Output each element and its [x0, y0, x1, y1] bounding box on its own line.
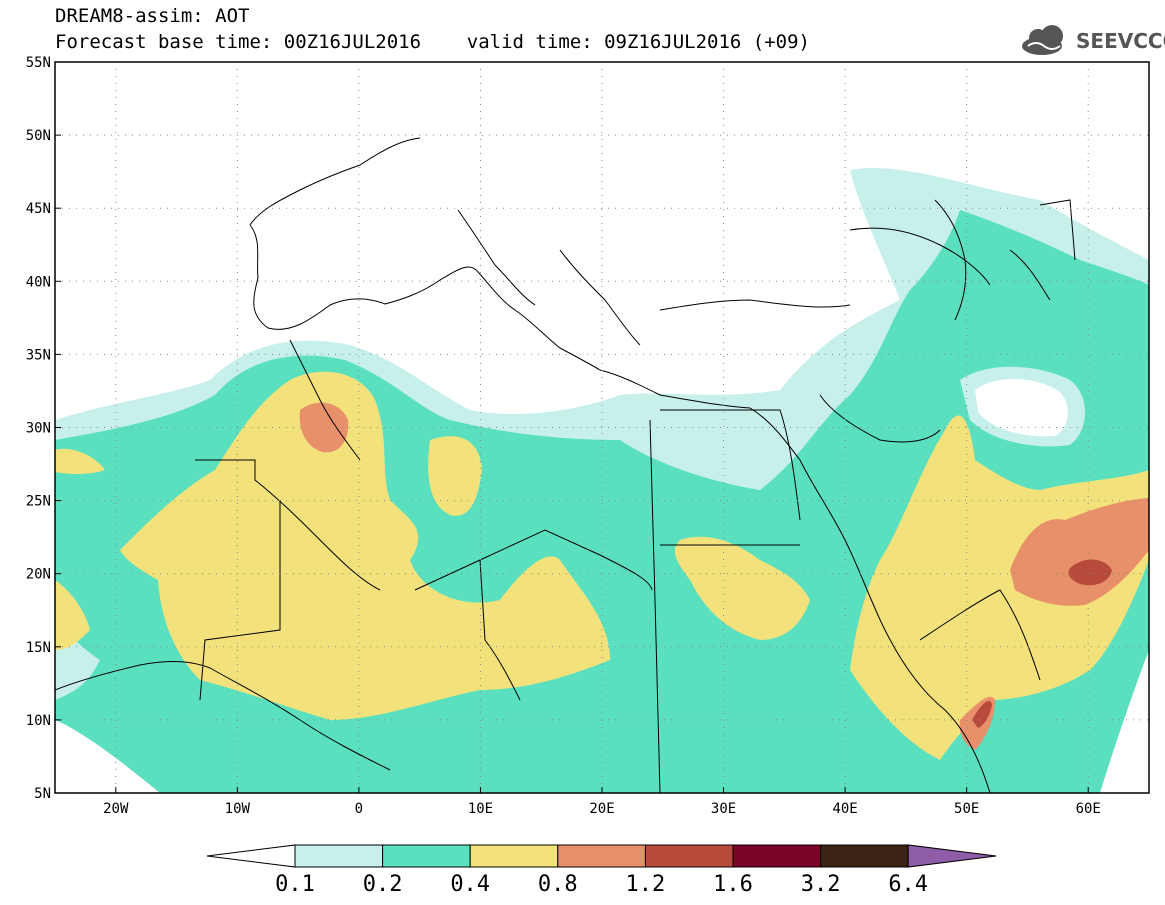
lon-tick-label: 60E: [1076, 801, 1101, 817]
colorbar-segment: [820, 844, 909, 868]
lat-tick-label: 45N: [26, 201, 51, 217]
lon-tick-label: 10E: [468, 801, 493, 817]
title-line-2: Forecast base time: 00Z16JUL2016 valid t…: [55, 31, 810, 53]
lat-tick-label: 40N: [26, 274, 51, 290]
colorbar-label: 6.4: [888, 872, 928, 897]
lat-tick-label: 50N: [26, 128, 51, 144]
latitude-labels: 55N 50N 45N 40N 35N 30N 25N 20N 15N 10N 5N: [26, 55, 61, 802]
colorbar-above-arrow: [907, 844, 997, 868]
logo-text: SEEVCCC: [1076, 29, 1165, 53]
aot-band-0.4: [55, 371, 1149, 760]
lat-tick-label: 25N: [26, 494, 51, 510]
aot-band-0.8: [299, 402, 1149, 750]
colorbar-label: 0.2: [363, 872, 403, 897]
title-line-1: DREAM8-assim: AOT: [55, 5, 250, 27]
lon-tick-label: 40E: [832, 801, 857, 817]
lon-tick-label: 10W: [225, 801, 251, 817]
colorbar-segment: [644, 844, 734, 868]
colorbar-label: 0.4: [450, 872, 490, 897]
lon-tick-label: 50E: [954, 801, 979, 817]
colorbar-labels: 0.1 0.2 0.4 0.8 1.2 1.6 3.2 6.4: [275, 872, 928, 897]
lat-tick-label: 20N: [26, 567, 51, 583]
lat-tick-label: 30N: [26, 421, 51, 437]
colorbar-segment: [382, 844, 471, 868]
lon-tick-label: 20W: [103, 801, 129, 817]
lat-tick-label: 55N: [26, 55, 51, 71]
colorbar-segment: [469, 844, 559, 868]
lat-tick-label: 35N: [26, 347, 51, 363]
lon-tick-label: 30E: [711, 801, 736, 817]
colorbar-label: 3.2: [801, 872, 841, 897]
lon-tick-label: 0: [355, 801, 363, 817]
colorbar-below-arrow: [206, 844, 296, 868]
coastlines: [55, 137, 1076, 793]
colorbar-label: 0.1: [275, 872, 315, 897]
lat-tick-label: 5N: [34, 786, 51, 802]
aot-band-1.2: [972, 559, 1112, 728]
lat-tick-label: 15N: [26, 640, 51, 656]
colorbar-label: 1.6: [713, 872, 753, 897]
lat-tick-label: 10N: [26, 713, 51, 729]
cloud-icon: [1022, 25, 1063, 55]
colorbar-segment: [294, 844, 384, 868]
aot-iran-clear: [55, 378, 1149, 793]
colorbar: [206, 844, 997, 868]
lon-tick-label: 20E: [589, 801, 614, 817]
map-grid: [55, 62, 1149, 793]
colorbar-label: 0.8: [538, 872, 578, 897]
colorbar-segment: [732, 844, 822, 868]
longitude-labels: 20W 10W 0 10E 20E 30E 40E 50E 60E: [103, 787, 1101, 817]
colorbar-label: 1.2: [626, 872, 666, 897]
colorbar-segment: [557, 844, 646, 868]
